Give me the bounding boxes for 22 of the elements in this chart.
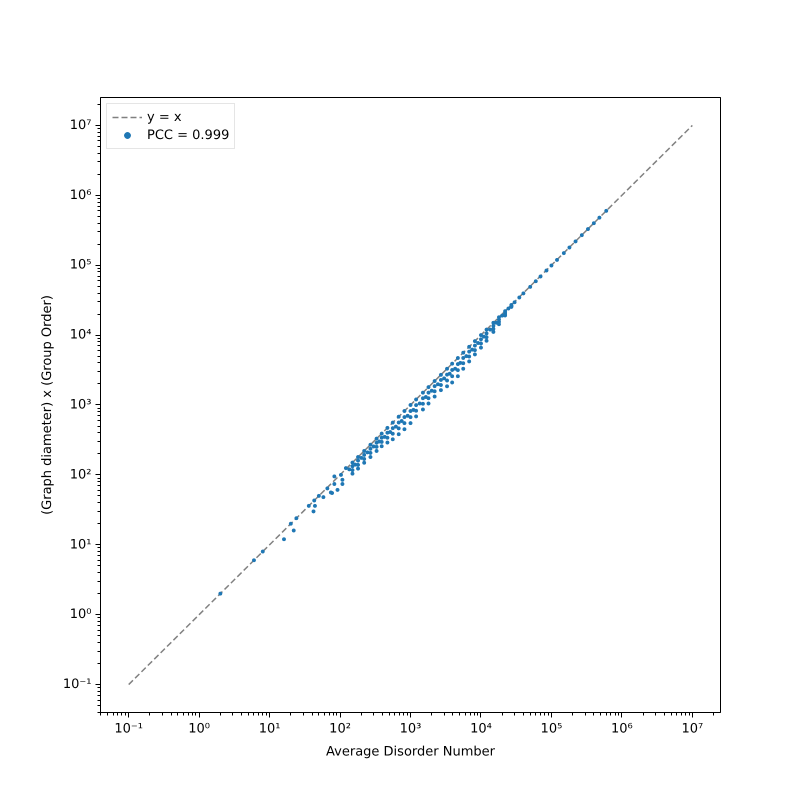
y-tick-label: 10⁶ (70, 188, 92, 203)
x-tick-label: 10³ (400, 722, 422, 736)
legend-label: PCC = 0.999 (147, 128, 230, 142)
y-tick-label: 10¹ (70, 537, 92, 552)
x-tick-label: 10⁶ (611, 722, 633, 736)
x-tick-label: 10⁻¹ (114, 722, 144, 736)
x-tick-label: 10² (329, 722, 351, 736)
y-tick-label: 10⁴ (70, 328, 92, 343)
y-tick-label: 10⁷ (70, 118, 92, 133)
y-tick-label: 10⁰ (70, 607, 92, 622)
y-axis-title: (Graph diameter) x (Group Order) (40, 295, 55, 515)
legend-label: y = x (147, 110, 182, 124)
x-tick-label: 10⁴ (470, 722, 492, 736)
y-tick-label: 10⁵ (70, 258, 92, 273)
y-tick-label: 10³ (70, 397, 92, 412)
x-axis-title: Average Disorder Number (326, 744, 496, 760)
x-tick-label: 10⁰ (188, 722, 210, 736)
x-tick-label: 10⁵ (540, 722, 562, 736)
y-tick-label: 10² (70, 467, 92, 482)
y-tick-label: 10⁻¹ (62, 677, 92, 692)
x-tick-label: 10⁷ (681, 722, 704, 736)
x-tick-label: 10¹ (258, 722, 280, 736)
